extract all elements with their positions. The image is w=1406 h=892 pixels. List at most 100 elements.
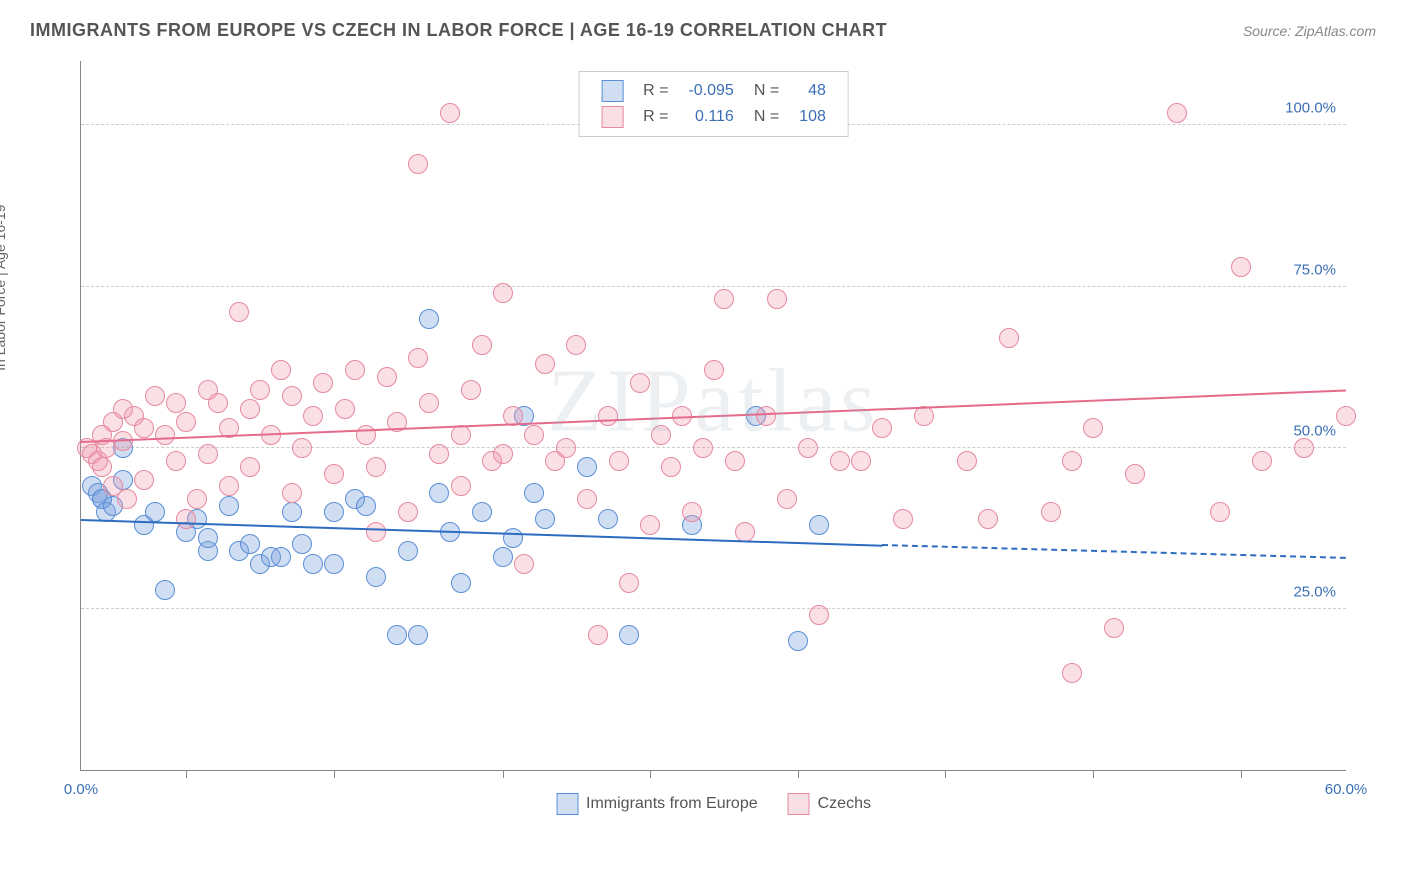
chart-title: IMMIGRANTS FROM EUROPE VS CZECH IN LABOR… <box>30 20 887 41</box>
r-label: R = <box>633 78 678 104</box>
data-point <box>619 573 639 593</box>
data-point <box>1336 406 1356 426</box>
data-point <box>440 103 460 123</box>
data-point <box>893 509 913 529</box>
data-point <box>588 625 608 645</box>
x-tick-mark <box>334 770 335 778</box>
data-point <box>303 554 323 574</box>
data-point <box>1041 502 1061 522</box>
x-tick-mark <box>945 770 946 778</box>
data-point <box>619 625 639 645</box>
r-value-pink: 0.116 <box>678 104 743 130</box>
data-point <box>788 631 808 651</box>
x-tick-mark <box>186 770 187 778</box>
data-point <box>1083 418 1103 438</box>
n-label: N = <box>744 78 789 104</box>
data-point <box>219 496 239 516</box>
x-tick-label: 0.0% <box>64 781 98 798</box>
x-tick-mark <box>503 770 504 778</box>
data-point <box>524 425 544 445</box>
data-point <box>1062 663 1082 683</box>
data-point <box>282 483 302 503</box>
data-point <box>451 425 471 445</box>
data-point <box>809 605 829 625</box>
data-point <box>830 451 850 471</box>
data-point <box>493 547 513 567</box>
data-point <box>472 335 492 355</box>
y-tick-label: 50.0% <box>1293 422 1336 439</box>
data-point <box>735 522 755 542</box>
data-point <box>851 451 871 471</box>
data-point <box>566 335 586 355</box>
data-point <box>1210 502 1230 522</box>
data-point <box>155 580 175 600</box>
data-point <box>999 328 1019 348</box>
data-point <box>1294 438 1314 458</box>
x-tick-mark <box>798 770 799 778</box>
y-tick-label: 100.0% <box>1285 100 1336 117</box>
data-point <box>630 373 650 393</box>
data-point <box>451 573 471 593</box>
swatch-pink <box>601 106 623 128</box>
gridline <box>81 608 1346 609</box>
data-point <box>145 502 165 522</box>
data-point <box>166 451 186 471</box>
data-point <box>134 470 154 490</box>
data-point <box>1252 451 1272 471</box>
data-point <box>661 457 681 477</box>
data-point <box>524 483 544 503</box>
data-point <box>451 476 471 496</box>
data-point <box>640 515 660 535</box>
swatch-pink <box>788 793 810 815</box>
data-point <box>493 283 513 303</box>
data-point <box>356 425 376 445</box>
data-point <box>725 451 745 471</box>
data-point <box>872 418 892 438</box>
data-point <box>493 444 513 464</box>
data-point <box>556 438 576 458</box>
data-point <box>398 502 418 522</box>
data-point <box>535 354 555 374</box>
r-value-blue: -0.095 <box>678 78 743 104</box>
r-label: R = <box>633 104 678 130</box>
n-value-blue: 48 <box>789 78 836 104</box>
data-point <box>461 380 481 400</box>
n-value-pink: 108 <box>789 104 836 130</box>
data-point <box>176 509 196 529</box>
data-point <box>714 289 734 309</box>
data-point <box>651 425 671 445</box>
data-point <box>176 412 196 432</box>
data-point <box>356 496 376 516</box>
data-point <box>229 302 249 322</box>
swatch-blue <box>556 793 578 815</box>
data-point <box>282 386 302 406</box>
data-point <box>366 457 386 477</box>
data-point <box>419 309 439 329</box>
data-point <box>240 457 260 477</box>
legend-row-pink: R = 0.116 N = 108 <box>591 104 836 130</box>
data-point <box>957 451 977 471</box>
data-point <box>92 457 112 477</box>
data-point <box>198 444 218 464</box>
data-point <box>472 502 492 522</box>
data-point <box>387 625 407 645</box>
data-point <box>978 509 998 529</box>
x-tick-mark <box>1241 770 1242 778</box>
data-point <box>155 425 175 445</box>
data-point <box>366 522 386 542</box>
correlation-legend: R = -0.095 N = 48 R = 0.116 N = 108 <box>578 71 849 137</box>
data-point <box>598 509 618 529</box>
legend-label-blue: Immigrants from Europe <box>586 795 758 813</box>
data-point <box>535 509 555 529</box>
data-point <box>240 534 260 554</box>
data-point <box>1125 464 1145 484</box>
data-point <box>166 393 186 413</box>
data-point <box>134 418 154 438</box>
legend-label-pink: Czechs <box>818 795 871 813</box>
data-point <box>335 399 355 419</box>
header: IMMIGRANTS FROM EUROPE VS CZECH IN LABOR… <box>30 20 1376 41</box>
legend-row-blue: R = -0.095 N = 48 <box>591 78 836 104</box>
data-point <box>398 541 418 561</box>
data-point <box>324 554 344 574</box>
data-point <box>767 289 787 309</box>
